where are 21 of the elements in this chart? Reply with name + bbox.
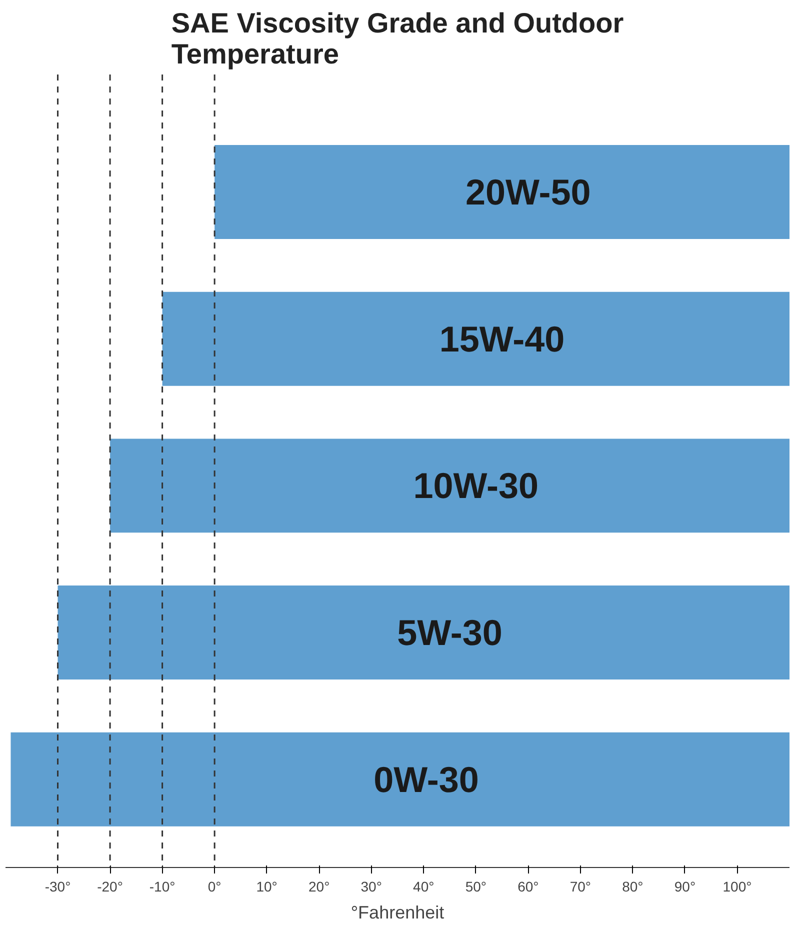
x-axis-title: °Fahrenheit <box>350 902 444 922</box>
y-tick-label: 20W-50 <box>466 171 591 212</box>
x-tick-label: -10° <box>149 878 176 894</box>
x-tick-label: 0° <box>208 878 222 894</box>
x-tick-label: -30° <box>44 878 71 894</box>
x-tick-label: 10° <box>256 878 278 894</box>
x-tick-label: -20° <box>97 878 123 894</box>
x-tick-label: 50° <box>465 878 486 894</box>
y-tick-label: 15W-40 <box>439 318 565 360</box>
x-tick-label: 60° <box>518 878 539 894</box>
x-tick-label: 90° <box>674 878 696 894</box>
y-tick-label: 0W-30 <box>374 758 479 800</box>
chart-title: SAE Viscosity Grade and Outdoor Temperature <box>171 8 624 70</box>
y-tick-label: 10W-30 <box>413 465 539 506</box>
x-tick-label: 30° <box>360 878 382 894</box>
x-tick-label: 80° <box>622 878 644 894</box>
y-tick-label: 5W-30 <box>397 612 502 654</box>
x-tick-label: 70° <box>570 878 592 894</box>
x-tick-label: 100° <box>722 878 752 894</box>
x-tick-label: 40° <box>413 878 434 894</box>
x-tick-label: 20° <box>308 878 330 894</box>
